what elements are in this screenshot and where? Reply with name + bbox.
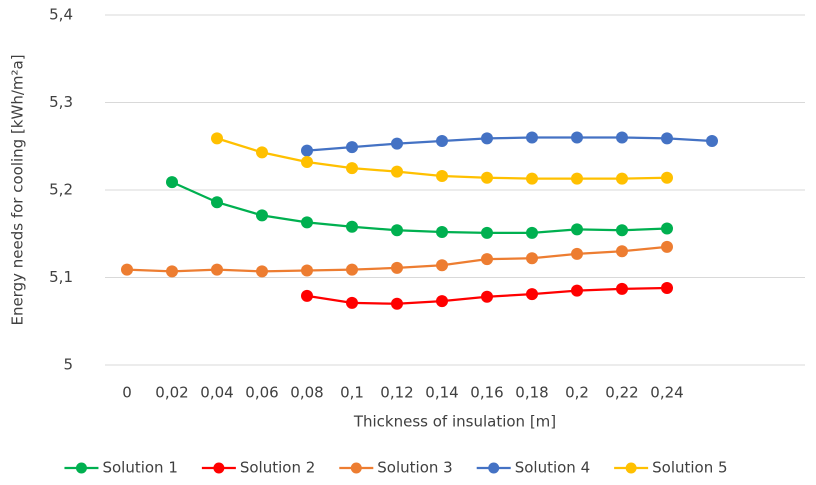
legend-label: Solution 2 bbox=[240, 459, 315, 477]
data-point bbox=[391, 165, 403, 178]
data-point bbox=[571, 131, 583, 144]
data-point bbox=[256, 209, 268, 222]
data-point bbox=[571, 223, 583, 236]
data-point bbox=[346, 220, 358, 233]
data-point bbox=[481, 132, 493, 145]
series-line bbox=[171, 181, 668, 234]
data-point bbox=[661, 240, 673, 253]
data-point bbox=[661, 282, 673, 294]
data-point bbox=[346, 141, 358, 154]
data-point bbox=[526, 172, 538, 185]
legend-marker bbox=[350, 462, 362, 474]
data-point bbox=[616, 224, 628, 237]
data-point bbox=[661, 132, 673, 145]
x-tick-label: 0 bbox=[122, 384, 132, 402]
x-tick-label: 0,14 bbox=[425, 384, 458, 402]
x-tick-label: 0,02 bbox=[155, 384, 188, 402]
y-tick-label: 5,3 bbox=[49, 93, 73, 111]
y-tick-label: 5,1 bbox=[49, 268, 73, 286]
data-point bbox=[301, 144, 313, 157]
data-point bbox=[481, 290, 493, 303]
data-point bbox=[301, 264, 313, 277]
data-point bbox=[301, 156, 313, 168]
data-point bbox=[571, 247, 583, 260]
data-point bbox=[526, 226, 538, 239]
data-point bbox=[661, 171, 673, 184]
data-point bbox=[481, 253, 493, 266]
data-point bbox=[211, 196, 223, 209]
x-tick-label: 0,24 bbox=[650, 384, 683, 402]
data-point bbox=[211, 132, 223, 145]
y-axis-title: Energy needs for cooling [kWh/m²a] bbox=[9, 54, 27, 325]
data-point bbox=[481, 226, 493, 239]
legend-marker bbox=[488, 462, 500, 474]
data-point bbox=[391, 261, 403, 274]
legend-label: Solution 4 bbox=[515, 459, 590, 477]
y-tick-label: 5,4 bbox=[49, 6, 73, 24]
x-tick-label: 0,08 bbox=[290, 384, 323, 402]
data-point bbox=[211, 263, 223, 276]
data-point bbox=[256, 265, 268, 278]
data-point bbox=[526, 131, 538, 144]
legend-marker bbox=[625, 462, 637, 474]
data-point bbox=[301, 216, 313, 229]
y-tick-label: 5 bbox=[63, 356, 73, 374]
x-tick-label: 0,18 bbox=[515, 384, 548, 402]
legend-label: Solution 5 bbox=[652, 459, 727, 477]
data-point bbox=[391, 137, 403, 150]
series-line bbox=[306, 136, 713, 152]
legend-marker bbox=[213, 462, 225, 474]
data-point bbox=[616, 282, 628, 295]
data-point bbox=[481, 171, 493, 184]
legend-label: Solution 3 bbox=[377, 459, 452, 477]
legend-label: Solution 1 bbox=[102, 459, 177, 477]
x-axis-title: Thickness of insulation [m] bbox=[353, 413, 556, 431]
data-point bbox=[436, 135, 448, 147]
x-tick-label: 0,06 bbox=[245, 384, 278, 402]
data-point bbox=[616, 131, 628, 144]
x-tick-label: 0,22 bbox=[605, 384, 638, 402]
data-point bbox=[571, 172, 583, 185]
data-point bbox=[436, 226, 448, 238]
data-point bbox=[166, 265, 178, 278]
data-point bbox=[346, 263, 358, 276]
legend-marker bbox=[75, 462, 87, 474]
data-point bbox=[436, 170, 448, 182]
data-point bbox=[661, 222, 673, 235]
x-tick-label: 0,1 bbox=[340, 384, 364, 402]
data-point bbox=[121, 263, 133, 276]
x-tick-label: 0,2 bbox=[565, 384, 589, 402]
data-point bbox=[301, 289, 313, 302]
x-tick-label: 0,12 bbox=[380, 384, 413, 402]
data-point bbox=[166, 176, 178, 189]
data-point bbox=[526, 252, 538, 265]
data-point bbox=[391, 297, 403, 310]
data-point bbox=[346, 162, 358, 175]
data-point bbox=[526, 288, 538, 301]
x-tick-label: 0,04 bbox=[200, 384, 233, 402]
data-point bbox=[346, 296, 358, 309]
data-point bbox=[436, 295, 448, 308]
data-point bbox=[436, 259, 448, 272]
data-point bbox=[616, 172, 628, 185]
data-point bbox=[571, 284, 583, 297]
data-point bbox=[391, 224, 403, 237]
x-tick-label: 0,16 bbox=[470, 384, 503, 402]
y-tick-label: 5,2 bbox=[49, 181, 73, 199]
data-point bbox=[616, 245, 628, 258]
data-point bbox=[706, 135, 718, 147]
data-point bbox=[256, 146, 268, 159]
